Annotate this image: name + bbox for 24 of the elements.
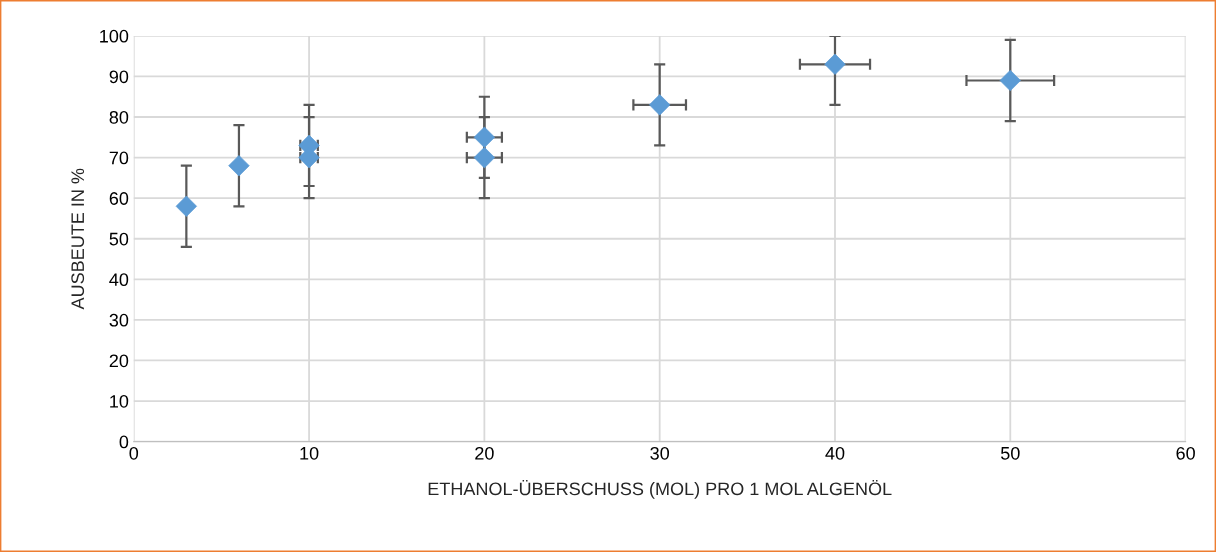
y-tick-label: 90 [109,70,129,84]
point [649,94,671,116]
point [824,53,846,75]
y-tick-label: 10 [110,394,129,408]
x-tick-label: 60 [1176,446,1195,460]
y-axis-title: AUSBEUTE IN % [71,168,85,310]
x-tick-label: 20 [475,446,494,460]
x-tick-label: 50 [1000,446,1020,460]
point [228,155,250,177]
y-tick-label: 60 [109,192,129,205]
x-axis-title: ETHANOL-ÜBERSCHUSS (MOL) PRO 1 MOL ALGENÖL [428,479,892,499]
y-tick-label: 30 [109,313,129,327]
y-tick-label: 40 [109,273,129,287]
y-tick-label: 100 [100,29,129,43]
x-tick-label: 0 [129,446,139,460]
point [175,195,197,217]
x-tick-label: 30 [650,446,670,460]
y-tick-label: 0 [119,435,129,449]
y-tick-label: 50 [109,232,129,246]
y-tick-label: 80 [109,110,129,124]
y-tick-label: 70 [109,151,129,165]
y-tick-label: 20 [109,354,129,368]
x-tick-label: 10 [300,446,319,460]
x-tick-label: 40 [825,446,845,460]
